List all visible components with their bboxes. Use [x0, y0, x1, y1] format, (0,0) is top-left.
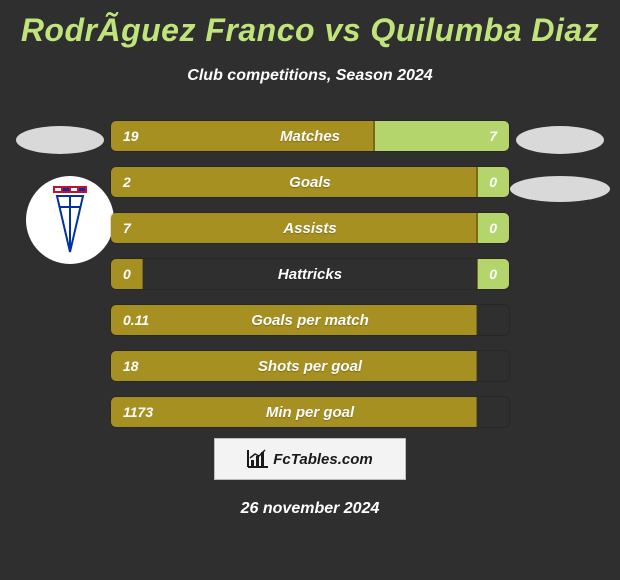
branding-badge: FcTables.com [214, 438, 406, 480]
stat-row: 0.11Goals per match [110, 304, 510, 336]
club-crest-left [26, 176, 114, 264]
stat-label: Assists [111, 213, 509, 243]
date-line: 26 november 2024 [0, 500, 620, 518]
stat-label: Shots per goal [111, 351, 509, 381]
page-subtitle: Club competitions, Season 2024 [0, 67, 620, 85]
logo-placeholder-right-1 [516, 126, 604, 154]
stat-label: Matches [111, 121, 509, 151]
stats-comparison: 197Matches 20Goals 70Assists 00Hattricks 0.1… [110, 120, 510, 442]
chart-icon [247, 449, 269, 469]
stat-row: 00Hattricks [110, 258, 510, 290]
crest-icon [53, 186, 87, 254]
stat-label: Min per goal [111, 397, 509, 427]
stat-row: 18Shots per goal [110, 350, 510, 382]
logo-placeholder-left [16, 126, 104, 154]
branding-text: FcTables.com [273, 451, 372, 468]
stat-row: 197Matches [110, 120, 510, 152]
logo-placeholder-right-2 [510, 176, 610, 202]
stat-row: 20Goals [110, 166, 510, 198]
stat-row: 70Assists [110, 212, 510, 244]
stat-label: Goals [111, 167, 509, 197]
stat-label: Hattricks [111, 259, 509, 289]
page-title: RodrÃ­guez Franco vs Quilumba Diaz [0, 0, 620, 49]
stat-label: Goals per match [111, 305, 509, 335]
stat-row: 1173Min per goal [110, 396, 510, 428]
